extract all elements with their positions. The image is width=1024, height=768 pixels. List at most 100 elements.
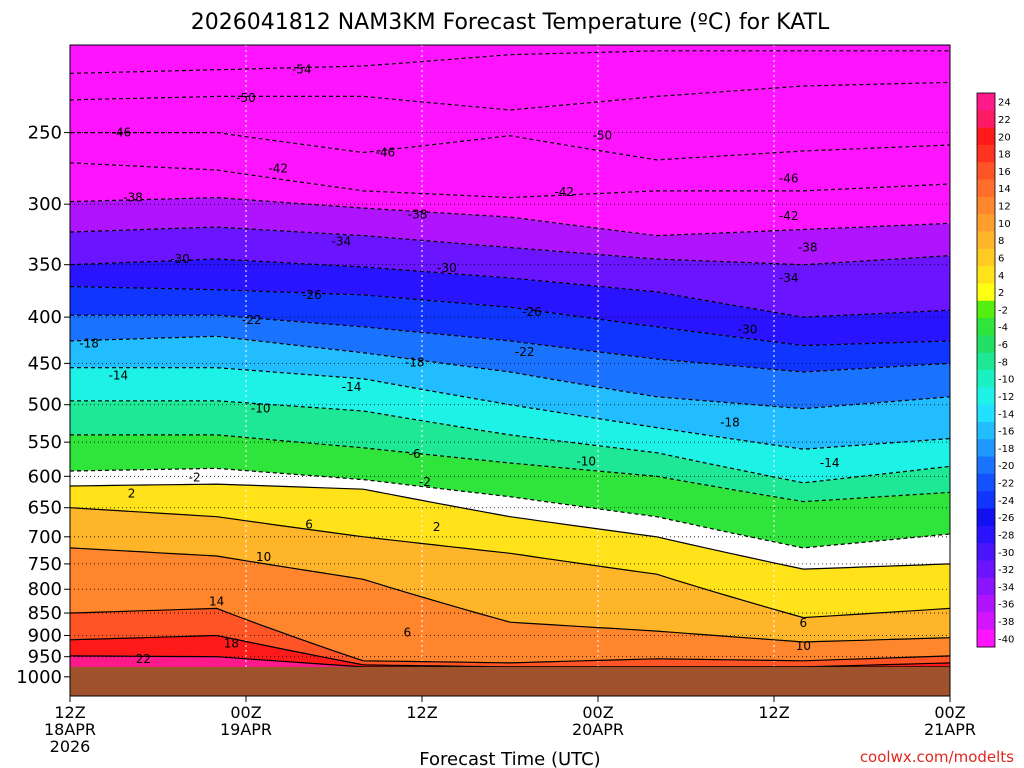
colorbar-tick-label: 14 [998,184,1011,195]
temperature-contours [70,50,950,668]
contour-line--10 [70,400,950,484]
colorbar-tick-label: -26 [998,513,1014,524]
contour-line--2 [70,467,950,549]
colorbar-swatch [977,335,995,354]
x-tick-label: 19APR [220,720,272,739]
contour-label: -34 [332,235,352,249]
colorbar-swatch [977,283,995,302]
colorbar-tick-label: 2 [998,288,1004,299]
contour-line-6 [70,507,950,619]
x-axis-label: Forecast Time (UTC) [419,749,600,768]
colorbar-swatch [977,560,995,579]
contour-line--14 [70,367,950,450]
contour-label: -42 [554,185,574,199]
colorbar-tick-label: -32 [998,565,1014,576]
temperature-band [70,50,950,110]
temperature-band [70,286,950,372]
colorbar-swatch [977,439,995,458]
temperature-band [70,635,950,667]
contour-label: 2 [128,487,136,501]
y-tick-label: 600 [28,466,62,487]
colorbar-swatch [977,543,995,561]
contour-label: -2 [419,475,431,489]
temperature-band [70,434,950,548]
colorbar-tick-label: -16 [998,427,1014,438]
contour-label: 2 [433,520,441,534]
x-tick-label: 18APR [44,720,96,739]
colorbar-swatch [977,612,995,631]
colorbar-tick-label: 16 [998,167,1011,178]
contour-label: 6 [404,625,412,639]
y-tick-label: 650 [28,498,62,519]
y-tick-label: 850 [28,603,62,624]
contour-label: -42 [779,209,799,223]
y-tick-label: 500 [28,395,62,416]
contour-label: -50 [593,129,613,143]
temperature-band [70,132,950,198]
contour-label: -46 [779,171,799,185]
contour-label: -2 [189,471,201,485]
colorbar-tick-label: 12 [998,202,1011,213]
contour-label: 10 [796,639,811,653]
colorbar-swatch [977,421,995,440]
colorbar-tick-label: -38 [998,617,1014,628]
colorbar-tick-label: -2 [998,305,1008,316]
y-tick-label: 450 [28,353,62,374]
contour-label: -10 [576,455,596,469]
x-tick-label: 20APR [572,720,624,739]
contour-label: -54 [292,63,312,77]
contour-label: -14 [109,368,129,382]
x-tick-label: 21APR [924,720,976,739]
colorbar-swatch [977,127,995,146]
colorbar-tick-label: 18 [998,150,1011,161]
colorbar-swatch [977,93,995,111]
credit-text: coolwx.com/modelts [860,748,1014,766]
contour-line--26 [70,285,950,347]
contour-label: 6 [305,517,313,531]
colorbar-tick-label: -18 [998,444,1014,455]
colorbar-tick-label: -24 [998,496,1014,507]
contour-line-14 [70,607,950,664]
colorbar-swatch [977,491,995,509]
contour-line--46 [70,132,950,161]
contour-line-2 [70,483,950,570]
contour-label: -38 [123,191,143,205]
colorbar-swatch [977,214,995,232]
temperature-band [70,315,950,409]
colorbar-swatch [977,629,995,648]
y-tick-label: 950 [28,647,62,668]
y-tick-label: 300 [28,194,62,215]
contour-labels: -54 -50 -46 -46 -50 -46 -42 -42 -42 -38 -38 -38 -34 -… [79,63,839,666]
contour-label: -14 [820,456,840,470]
colorbar-tick-label: 8 [998,236,1004,247]
temperature-band [70,227,950,318]
contour-line--18 [70,335,950,410]
temperature-band [70,336,950,450]
pressure-axis: 2503003504004505005506006507007508008509… [16,123,70,688]
y-tick-label: 1000 [16,667,62,688]
temperature-band [70,507,950,642]
colorbar-frame [976,92,996,648]
colorbar-swatch [977,231,995,250]
contour-label: -46 [112,126,132,140]
colorbar-swatch [977,266,995,284]
temperature-band [70,259,950,346]
contour-label: -6 [409,447,421,461]
contour-label: 6 [800,616,808,630]
contour-label: -34 [779,271,799,285]
colorbar-tick-label: -22 [998,479,1014,490]
y-tick-label: 250 [28,123,62,144]
colorbar-swatch [977,162,995,181]
contour-label: -26 [302,288,322,302]
colorbar-swatch [977,404,995,423]
contour-line--38 [70,196,950,237]
x-tick-label: 2026 [50,737,91,756]
colorbar-swatch [977,595,995,613]
colorbar-swatch [977,577,995,596]
y-tick-label: 550 [28,432,62,453]
colorbar-tick-label: -12 [998,392,1014,403]
contour-label: -18 [405,355,425,369]
contour-line--22 [70,314,950,373]
y-tick-label: 350 [28,255,62,276]
contour-label: -30 [437,261,457,275]
